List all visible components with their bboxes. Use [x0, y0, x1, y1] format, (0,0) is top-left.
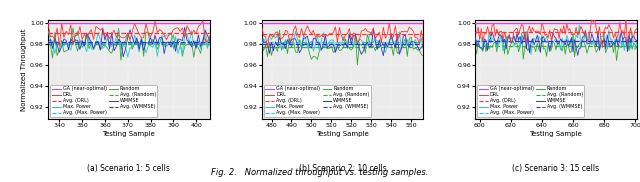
Title: (c) Scenario 3: 15 cells: (c) Scenario 3: 15 cells: [513, 164, 600, 173]
Text: Fig. 2.   Normalized throughput vs. testing samples.: Fig. 2. Normalized throughput vs. testin…: [211, 168, 429, 177]
Legend: GA (near-optimal), DRL, Avg. (DRL), Max. Power, Avg. (Max. Power), Random, Avg. : GA (near-optimal), DRL, Avg. (DRL), Max.…: [477, 85, 584, 117]
Legend: GA (near-optimal), DRL, Avg. (DRL), Max. Power, Avg. (Max. Power), Random, Avg. : GA (near-optimal), DRL, Avg. (DRL), Max.…: [51, 85, 157, 117]
X-axis label: Testing Sample: Testing Sample: [529, 131, 582, 137]
Legend: GA (near-optimal), DRL, Avg. (DRL), Max. Power, Avg. (Max. Power), Random, Avg. : GA (near-optimal), DRL, Avg. (DRL), Max.…: [264, 85, 371, 117]
X-axis label: Testing Sample: Testing Sample: [102, 131, 156, 137]
Title: (a) Scenario 1: 5 cells: (a) Scenario 1: 5 cells: [88, 164, 170, 173]
Title: (b) Scenario 2: 10 cells: (b) Scenario 2: 10 cells: [298, 164, 387, 173]
Y-axis label: Normalized Throughput: Normalized Throughput: [21, 28, 27, 111]
X-axis label: Testing Sample: Testing Sample: [316, 131, 369, 137]
